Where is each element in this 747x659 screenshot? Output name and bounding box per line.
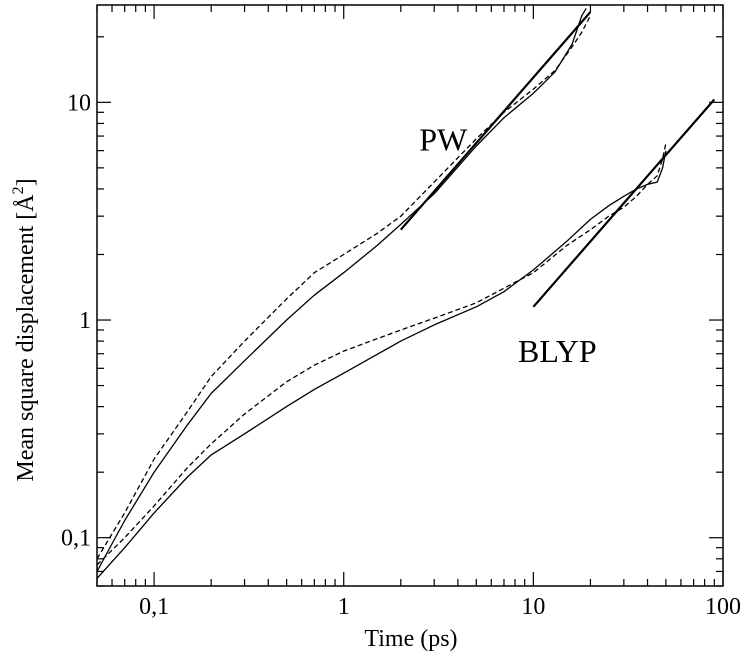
x-tick-label: 100 — [705, 594, 741, 620]
y-axis-label-unit: Å — [13, 194, 39, 212]
plot-frame — [96, 4, 724, 587]
x-tick-label: 10 — [521, 594, 545, 620]
x-tick-label: 1 — [338, 594, 350, 620]
annotation-blyp: BLYP — [518, 333, 597, 369]
series-pw-dashed-line — [96, 15, 591, 560]
series-blyp-solid-line — [96, 150, 667, 579]
y-tick-label: 10 — [67, 90, 91, 116]
y-axis-label: Mean square displacement [Å2] — [10, 178, 39, 481]
y-tick-label: 0,1 — [61, 526, 91, 552]
y-axis-label-close: ] — [13, 178, 39, 186]
series-pw-solid-line — [96, 8, 587, 572]
y-axis-label-exponent: 2 — [10, 186, 27, 194]
x-axis-label: Time (ps) — [364, 626, 457, 652]
series-layer — [96, 8, 716, 579]
series-blyp-fit-line — [532, 98, 716, 308]
x-tick-label: 0,1 — [139, 594, 169, 620]
label-layer: 0,1 1 10 100 0,1 1 10 PW BLYP — [61, 90, 741, 620]
y-axis-label-main: Mean square displacement [ — [13, 212, 39, 482]
tick-layer — [96, 5, 724, 587]
series-blyp-dashed-line — [96, 142, 667, 566]
annotation-pw: PW — [419, 122, 468, 158]
series-pw-fit-line — [399, 11, 592, 231]
y-tick-label: 1 — [79, 308, 91, 334]
